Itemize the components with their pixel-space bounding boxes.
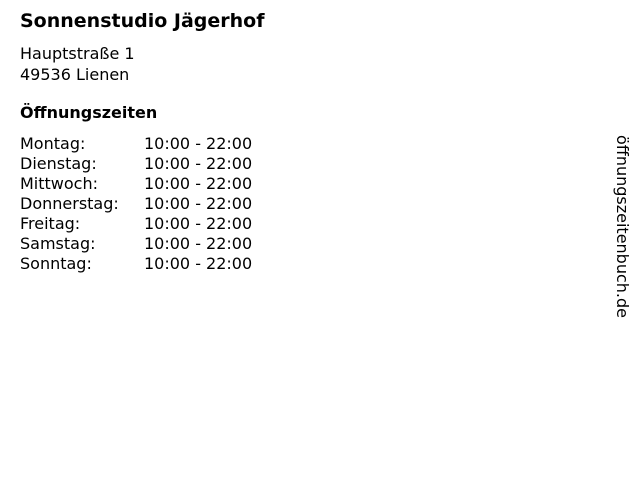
- hours-row: Mittwoch: 10:00 - 22:00: [20, 174, 252, 194]
- day-label: Donnerstag:: [20, 194, 119, 213]
- day-label: Dienstag:: [20, 154, 97, 173]
- hours-heading: Öffnungszeiten: [20, 103, 158, 122]
- site-watermark: öffnungszeitenbuch.de: [613, 135, 632, 318]
- hours-row: Samstag: 10:00 - 22:00: [20, 234, 252, 254]
- time-range: 10:00 - 22:00: [144, 134, 253, 153]
- hours-row: Dienstag: 10:00 - 22:00: [20, 154, 252, 174]
- hours-row: Montag: 10:00 - 22:00: [20, 134, 252, 154]
- day-label: Mittwoch:: [20, 174, 98, 193]
- day-label: Samstag:: [20, 234, 96, 253]
- time-range: 10:00 - 22:00: [144, 154, 253, 173]
- time-range: 10:00 - 22:00: [144, 234, 253, 253]
- address-city: 49536 Lienen: [20, 65, 130, 84]
- time-range: 10:00 - 22:00: [144, 214, 253, 233]
- hours-row: Freitag: 10:00 - 22:00: [20, 214, 252, 234]
- address-street: Hauptstraße 1: [20, 44, 135, 63]
- day-label: Freitag:: [20, 214, 81, 233]
- hours-row: Donnerstag: 10:00 - 22:00: [20, 194, 252, 214]
- time-range: 10:00 - 22:00: [144, 194, 253, 213]
- time-range: 10:00 - 22:00: [144, 174, 253, 193]
- hours-row: Sonntag: 10:00 - 22:00: [20, 254, 252, 274]
- day-label: Montag:: [20, 134, 86, 153]
- page-title: Sonnenstudio Jägerhof: [20, 10, 265, 32]
- hours-table: Montag: 10:00 - 22:00 Dienstag: 10:00 - 22…: [20, 134, 252, 274]
- time-range: 10:00 - 22:00: [144, 254, 253, 273]
- day-label: Sonntag:: [20, 254, 92, 273]
- address: Hauptstraße 1 49536 Lienen: [20, 43, 135, 85]
